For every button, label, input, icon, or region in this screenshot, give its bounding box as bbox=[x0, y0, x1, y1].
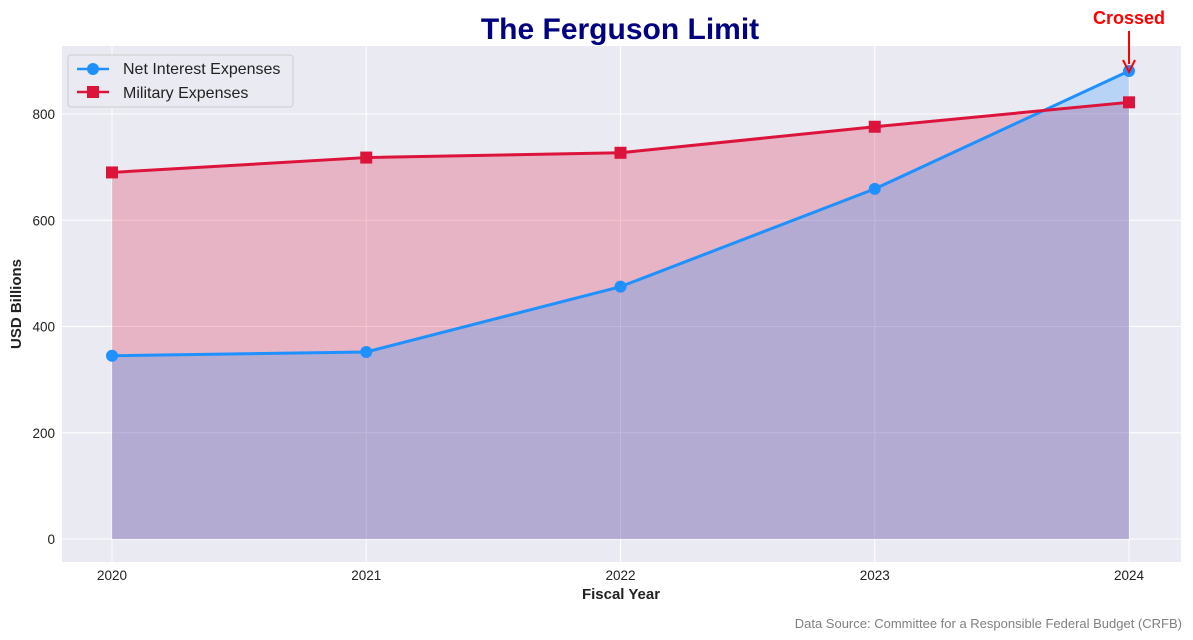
y-tick-label: 0 bbox=[47, 532, 55, 547]
y-tick-label: 800 bbox=[32, 107, 55, 122]
x-tick-labels: 2020 2021 2022 2023 2024 bbox=[97, 568, 1145, 583]
x-tick-label: 2024 bbox=[1114, 568, 1145, 583]
legend-label-military: Military Expenses bbox=[123, 85, 248, 102]
legend-label-net-interest: Net Interest Expenses bbox=[123, 61, 280, 78]
x-axis-label: Fiscal Year bbox=[582, 586, 660, 603]
legend: Net Interest Expenses Military Expenses bbox=[67, 54, 294, 108]
y-tick-labels: 0 200 400 600 800 bbox=[32, 107, 55, 547]
data-point-military bbox=[106, 166, 118, 179]
legend-box bbox=[67, 54, 294, 108]
data-source-note: Data Source: Committee for a Responsible… bbox=[795, 616, 1182, 631]
area-fill-military bbox=[112, 102, 1129, 539]
data-point-net-interest bbox=[614, 280, 627, 293]
legend-marker-net-interest bbox=[87, 63, 99, 75]
data-point-military bbox=[360, 151, 373, 164]
chart-title: The Ferguson Limit bbox=[481, 13, 759, 46]
data-point-military bbox=[868, 120, 881, 133]
area-fills bbox=[112, 70, 1129, 539]
data-point-military bbox=[1123, 96, 1135, 109]
data-point-net-interest bbox=[106, 349, 118, 362]
y-tick-label: 400 bbox=[32, 320, 55, 335]
data-point-military bbox=[614, 146, 627, 159]
annotation-text: Crossed bbox=[1093, 8, 1165, 28]
x-tick-label: 2020 bbox=[97, 568, 127, 583]
x-tick-label: 2023 bbox=[860, 568, 890, 583]
legend-marker-military bbox=[87, 86, 99, 98]
area-fill-net-interest bbox=[112, 70, 1129, 539]
y-tick-label: 600 bbox=[32, 213, 55, 228]
crossed-annotation: Crossed bbox=[1093, 8, 1165, 75]
x-tick-label: 2022 bbox=[605, 568, 635, 583]
data-point-net-interest bbox=[868, 182, 881, 195]
y-tick-label: 200 bbox=[32, 426, 55, 441]
data-point-net-interest bbox=[360, 346, 373, 358]
x-tick-label: 2021 bbox=[351, 568, 381, 583]
y-axis-label: USD Billions bbox=[8, 259, 25, 349]
annotation-arrowhead bbox=[1122, 59, 1136, 75]
